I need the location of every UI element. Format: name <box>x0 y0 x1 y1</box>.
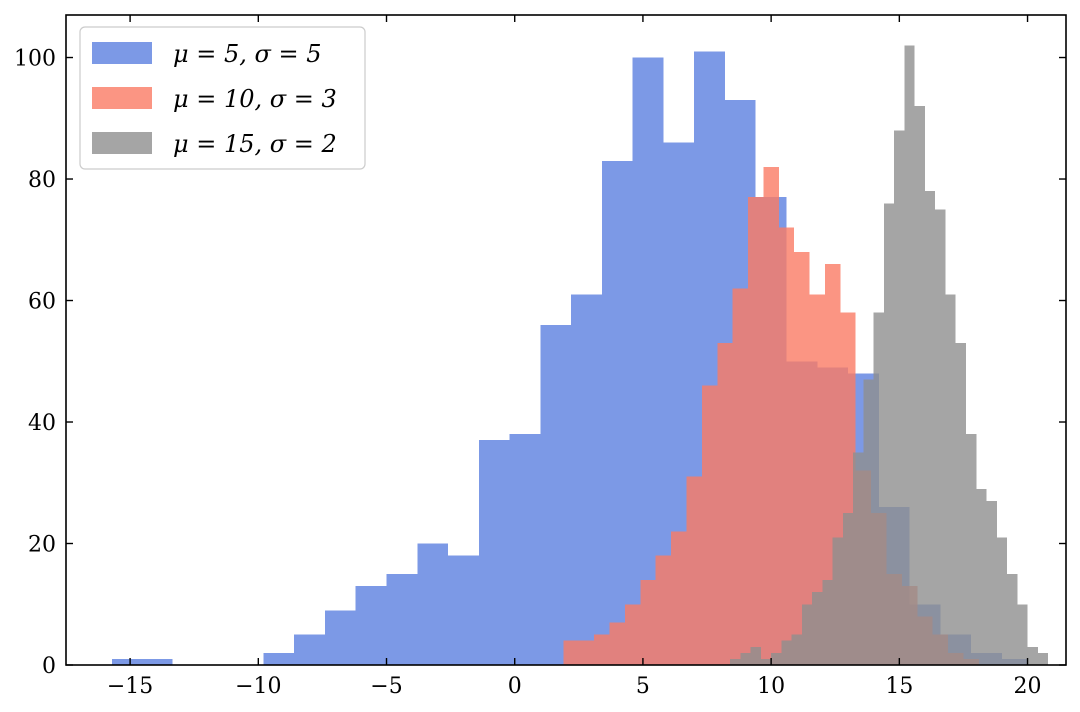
series-3-bars <box>730 45 1049 666</box>
histogram-bar <box>945 294 956 665</box>
histogram-bar <box>832 537 843 665</box>
histogram-bar <box>986 500 997 665</box>
histogram-bar <box>324 610 356 665</box>
histogram-bar <box>540 324 572 665</box>
histogram-bar <box>417 543 449 665</box>
x-tick-label: −10 <box>235 674 281 699</box>
histogram-bar <box>509 434 541 665</box>
histogram-bar <box>624 604 641 665</box>
x-tick-label: 0 <box>508 674 522 699</box>
histogram-bar <box>730 658 741 665</box>
histogram-bar <box>686 476 702 665</box>
legend: μ = 5, σ = 5 μ = 10, σ = 3 μ = 15, σ = 2 <box>79 26 366 170</box>
x-tick-label: 15 <box>885 674 913 699</box>
histogram-bar <box>924 191 936 666</box>
histogram-bar <box>904 45 915 665</box>
histogram-bar <box>976 488 987 665</box>
histogram-bar <box>863 379 874 665</box>
histogram-bar <box>781 640 792 665</box>
histogram-bar <box>996 537 1008 665</box>
histogram-bar <box>809 294 825 665</box>
histogram-bar <box>1007 573 1018 665</box>
x-tick-label: 20 <box>1014 674 1042 699</box>
histogram-bar <box>263 652 295 665</box>
histogram-bar <box>935 209 946 665</box>
histogram-bar <box>883 203 895 666</box>
histogram-bar <box>801 604 813 665</box>
legend-label: μ = 10, σ = 3 <box>173 85 337 113</box>
plot-frame <box>65 14 1067 666</box>
y-tick-label: 80 <box>28 168 56 193</box>
histogram-bar <box>563 640 579 665</box>
histogram-bar <box>853 452 864 665</box>
legend-swatch <box>92 42 152 64</box>
histogram-bar <box>873 312 884 665</box>
histogram-bar <box>842 513 854 665</box>
histogram-bar <box>822 579 833 665</box>
histogram-bar <box>732 288 749 665</box>
histogram-bar <box>578 640 595 665</box>
histogram-bar <box>791 634 802 665</box>
histogram-bar <box>386 573 418 665</box>
histogram-bar <box>1017 604 1028 665</box>
histogram-bar <box>794 251 810 665</box>
histogram-bar <box>955 343 966 665</box>
histogram-bar <box>966 434 977 665</box>
histogram-bar <box>1037 652 1049 665</box>
histogram-bar <box>771 652 782 665</box>
x-tick-label: −15 <box>107 674 153 699</box>
legend-label: μ = 5, σ = 5 <box>173 40 322 68</box>
y-tick-label: 20 <box>28 533 56 558</box>
histogram-bar <box>914 106 925 665</box>
histogram-bar <box>112 658 173 665</box>
y-tick-label: 0 <box>42 654 56 679</box>
histogram-bar <box>717 343 733 665</box>
y-tick-label: 40 <box>28 411 56 436</box>
y-tick-label: 60 <box>28 290 56 315</box>
histogram-bar <box>763 166 779 666</box>
histogram-bar <box>594 634 610 665</box>
histogram-bar <box>750 646 761 665</box>
histogram-bar <box>640 579 656 665</box>
histogram-bar <box>701 385 718 665</box>
histogram-bar <box>740 652 751 665</box>
histogram-bar <box>778 227 795 665</box>
legend-swatch <box>92 87 152 109</box>
histogram-bar <box>609 622 625 665</box>
histogram-bar <box>655 555 672 665</box>
histogram-bar <box>1027 646 1038 665</box>
bars-layer <box>112 45 1049 666</box>
histogram-bar <box>571 294 602 665</box>
x-tick-label: 5 <box>636 674 650 699</box>
x-tick-label: −5 <box>370 674 402 699</box>
histogram-bar <box>601 160 633 666</box>
histogram-bar <box>448 555 479 665</box>
histogram-bar <box>294 634 325 665</box>
x-tick-label: 10 <box>757 674 785 699</box>
y-tick-label: 100 <box>14 47 56 72</box>
histogram-bar <box>748 197 764 666</box>
histogram-bar <box>671 531 687 665</box>
histogram-bar <box>478 440 510 665</box>
legend-swatch <box>92 132 152 154</box>
histogram-bar <box>812 592 823 665</box>
ticks-layer: −15 −10 −5 0 5 10 15 20 0 20 40 60 80 100 <box>14 15 1066 699</box>
histogram-bar <box>894 130 905 666</box>
legend-label: μ = 15, σ = 2 <box>173 130 337 158</box>
histogram-bar <box>760 658 772 665</box>
histogram-bar <box>355 586 387 665</box>
